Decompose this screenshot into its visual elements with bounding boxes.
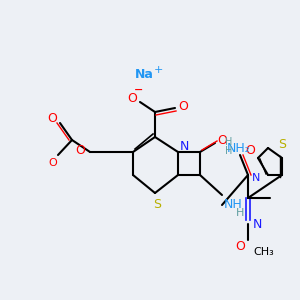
Text: H: H	[236, 208, 244, 218]
Text: O: O	[217, 134, 227, 146]
Text: H: H	[225, 137, 232, 147]
Text: N: N	[180, 140, 189, 154]
Text: O: O	[75, 145, 85, 158]
Text: O: O	[127, 92, 137, 104]
Text: S: S	[278, 137, 286, 151]
Text: CH₃: CH₃	[253, 247, 274, 257]
Text: H: H	[225, 146, 232, 156]
Text: O: O	[47, 112, 57, 125]
Text: O: O	[49, 158, 57, 168]
Text: S: S	[153, 199, 161, 212]
Text: −: −	[134, 85, 144, 95]
Text: O: O	[235, 239, 245, 253]
Text: NH₂: NH₂	[226, 142, 250, 154]
Text: N: N	[253, 218, 262, 230]
Text: Na: Na	[135, 68, 153, 80]
Text: O: O	[178, 100, 188, 113]
Text: O: O	[245, 143, 255, 157]
Text: +: +	[153, 65, 163, 75]
Text: N: N	[252, 173, 260, 183]
Text: NH: NH	[224, 199, 243, 212]
